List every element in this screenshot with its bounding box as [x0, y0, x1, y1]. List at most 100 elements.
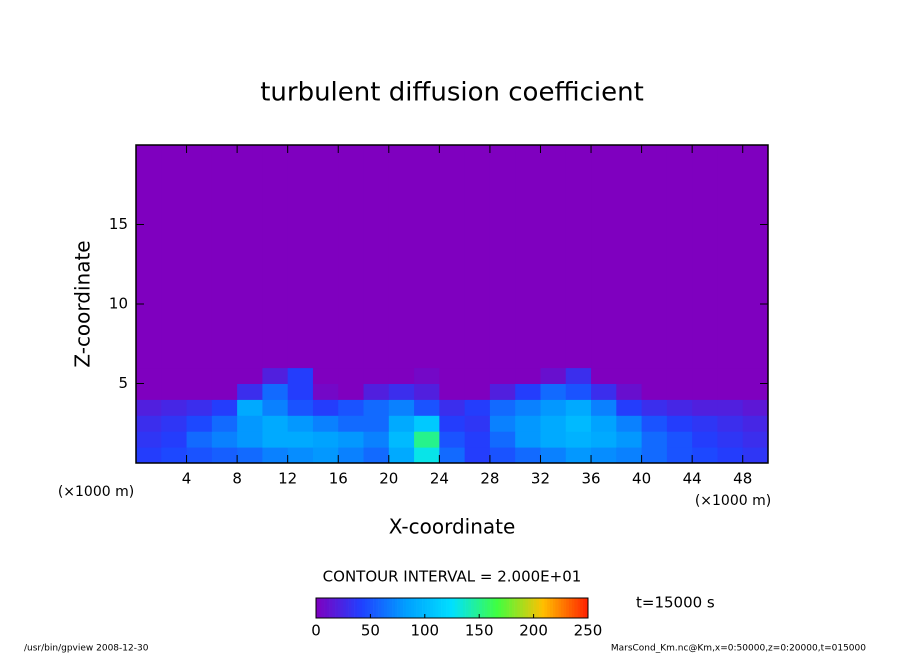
cell: [464, 383, 491, 400]
colorbar-swatch: [435, 598, 439, 618]
time-label: t=15000 s: [636, 594, 715, 612]
cell: [287, 383, 314, 400]
cell: [515, 431, 541, 448]
cell: [388, 367, 415, 384]
cell: [136, 415, 162, 432]
cell: [616, 431, 643, 448]
colorbar-swatch: [348, 598, 352, 618]
colorbar-swatch: [329, 598, 333, 618]
cell: [616, 367, 643, 384]
colorbar-swatch: [544, 598, 548, 618]
colorbar-swatch: [563, 598, 567, 618]
cell: [742, 145, 769, 369]
cell: [565, 399, 592, 416]
cell: [666, 145, 693, 369]
cell: [439, 415, 466, 432]
colorbar-swatch: [555, 598, 559, 618]
cell: [287, 447, 314, 464]
cell: [591, 399, 617, 416]
footer-right: MarsCond_Km.nc@Km,x=0:50000,z=0:20000,t=…: [611, 644, 866, 654]
cell: [515, 145, 541, 369]
colorbar-swatch: [511, 598, 515, 618]
cell: [388, 145, 415, 369]
cell: [464, 431, 491, 448]
cell: [338, 367, 365, 384]
cell: [692, 415, 718, 432]
colorbar-swatch: [324, 598, 328, 618]
colorbar-swatch: [539, 598, 543, 618]
colorbar-swatch: [335, 598, 339, 618]
cell: [262, 431, 289, 448]
x-tick-label: 36: [581, 470, 600, 488]
cell: [489, 399, 516, 416]
cell: [388, 447, 415, 464]
cell: [287, 367, 314, 384]
cell: [312, 383, 339, 400]
x-tick-label: 24: [430, 470, 449, 488]
colorbar-swatch: [332, 598, 336, 618]
colorbar-swatch: [509, 598, 513, 618]
cell: [414, 431, 440, 448]
cell: [312, 145, 339, 369]
cell: [591, 431, 617, 448]
cell: [666, 415, 693, 432]
cell: [338, 447, 365, 464]
colorbar-swatch: [558, 598, 562, 618]
cell: [439, 383, 466, 400]
cell: [742, 399, 769, 416]
cell: [136, 383, 162, 400]
cell: [136, 399, 162, 416]
cell: [540, 447, 567, 464]
colorbar-swatch: [438, 598, 442, 618]
x-tick-label: 12: [278, 470, 297, 488]
colorbar-swatch: [430, 598, 434, 618]
colorbar-swatch: [345, 598, 349, 618]
cell: [439, 145, 466, 369]
colorbar-swatch: [392, 598, 396, 618]
colorbar-swatch: [471, 598, 475, 618]
cell: [692, 367, 718, 384]
colorbar-tick-label: 50: [361, 622, 380, 640]
colorbar-swatch: [354, 598, 358, 618]
cell: [565, 145, 592, 369]
cell: [464, 399, 491, 416]
cell: [565, 447, 592, 464]
colorbar-swatch: [520, 598, 524, 618]
cell: [515, 383, 541, 400]
chart-title: turbulent diffusion coefficient: [260, 78, 644, 108]
cell: [262, 367, 289, 384]
cell: [388, 383, 415, 400]
cell: [439, 367, 466, 384]
colorbar-swatch: [359, 598, 363, 618]
cell: [363, 447, 390, 464]
cell: [262, 383, 289, 400]
cell: [717, 399, 744, 416]
colorbar-swatch: [364, 598, 368, 618]
colorbar-swatch: [503, 598, 507, 618]
colorbar-swatch: [389, 598, 393, 618]
colorbar-swatch: [367, 598, 371, 618]
colorbar-swatch: [408, 598, 412, 618]
colorbar-swatch: [582, 598, 586, 618]
cell: [439, 447, 466, 464]
x-tick-label: 32: [531, 470, 550, 488]
cell: [161, 415, 188, 432]
colorbar-swatch: [337, 598, 341, 618]
x-tick-label: 44: [683, 470, 702, 488]
cell: [312, 415, 339, 432]
colorbar-swatch: [405, 598, 409, 618]
x-tick-label: 40: [632, 470, 651, 488]
colorbar-swatch: [411, 598, 415, 618]
cell: [312, 447, 339, 464]
cell: [186, 367, 213, 384]
colorbar-swatch: [403, 598, 407, 618]
cell: [237, 145, 263, 369]
footer-left: /usr/bin/gpview 2008-12-30: [24, 644, 149, 654]
cell: [211, 367, 238, 384]
colorbar-swatch: [514, 598, 518, 618]
colorbar-swatch: [481, 598, 485, 618]
colorbar-swatch: [528, 598, 532, 618]
cell: [540, 367, 567, 384]
cell: [414, 447, 440, 464]
colorbar-swatch: [525, 598, 529, 618]
